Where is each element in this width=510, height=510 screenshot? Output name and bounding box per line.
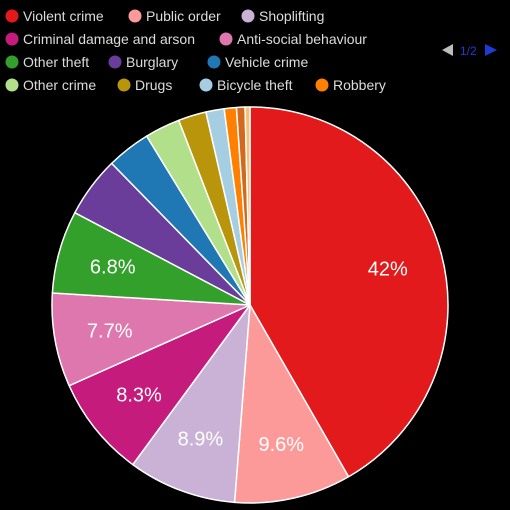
pie-slice[interactable] (51, 292, 251, 387)
slice-label: 6.8% (90, 257, 136, 279)
pie-slice[interactable] (132, 304, 251, 504)
legend-marker (5, 78, 19, 92)
legend-marker (5, 55, 19, 69)
legend-entry-label[interactable]: Anti-social behaviour (237, 31, 367, 47)
legend-marker (241, 9, 255, 23)
pie-slice[interactable] (68, 304, 251, 466)
pager-next-icon[interactable] (485, 44, 497, 56)
slice-label: 8.3% (116, 385, 162, 407)
legend-entry-label[interactable]: Robbery (333, 77, 386, 93)
legend-marker (207, 55, 221, 69)
legend-marker (5, 32, 19, 46)
pager-text: 1/2 (460, 44, 477, 58)
pie-slice[interactable] (244, 106, 251, 306)
legend-entry-label[interactable]: Shoplifting (259, 8, 324, 24)
slice-label: 42% (368, 258, 408, 280)
legend-entry-label[interactable]: Public order (146, 8, 221, 24)
slice-label: 7.7% (87, 320, 133, 342)
legend-entry-label[interactable]: Burglary (126, 54, 178, 70)
legend-entry-label[interactable]: Drugs (135, 77, 172, 93)
slice-labels: 42% 9.6% 8.9% 8.3% 7.7% 6.8% (87, 257, 408, 457)
legend-entry-label[interactable]: Vehicle crime (225, 54, 308, 70)
pie-slices (51, 106, 449, 504)
legend-entry-label[interactable]: Criminal damage and arson (23, 31, 195, 47)
legend-entry-label[interactable]: Bicycle theft (217, 77, 293, 93)
legend-marker (315, 78, 329, 92)
legend-entry-label[interactable]: Other theft (23, 54, 89, 70)
pie-slice[interactable] (233, 304, 350, 504)
slice-label: 8.9% (178, 429, 224, 451)
legend: Violent crime Public order Shoplifting Crim… (5, 8, 386, 93)
slice-label: 9.6% (259, 434, 305, 456)
legend-marker (219, 32, 233, 46)
pager-prev-icon[interactable] (442, 44, 453, 56)
legend-marker (199, 78, 213, 92)
legend-entry-label[interactable]: Other crime (23, 77, 96, 93)
pie-slice[interactable] (249, 106, 449, 478)
legend-marker (128, 9, 142, 23)
legend-marker (5, 9, 19, 23)
legend-entry-label[interactable]: Violent crime (23, 8, 104, 24)
legend-marker (108, 55, 122, 69)
legend-marker (117, 78, 131, 92)
legend-pager: 1/2 (442, 44, 497, 58)
